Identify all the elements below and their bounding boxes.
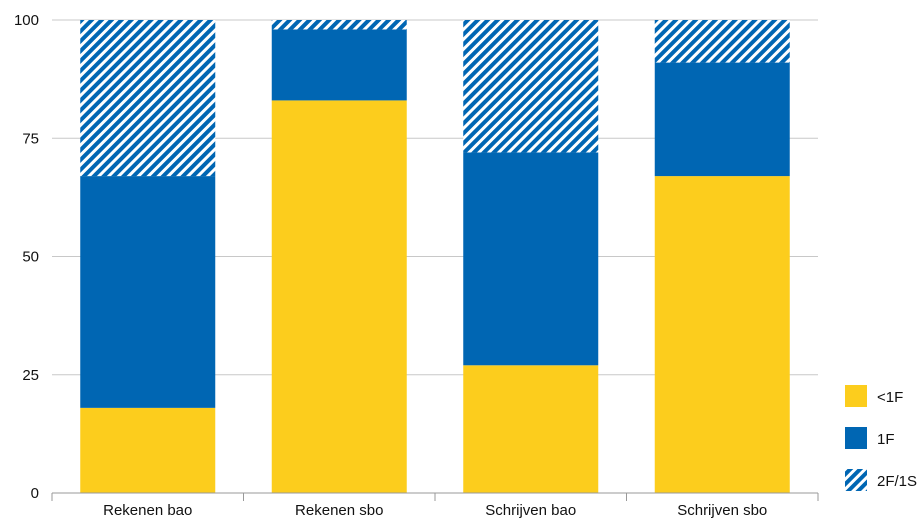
legend-swatch bbox=[845, 427, 867, 449]
axes: 0 25 50 75 100 Rekenen bao Rekenen sbo Schrijve… bbox=[14, 12, 819, 519]
legend-label: 2F/1S bbox=[877, 473, 917, 490]
legend-label: 1F bbox=[877, 431, 895, 448]
y-tick-label: 0 bbox=[31, 485, 39, 502]
bar-segment bbox=[80, 20, 216, 177]
legend-swatch bbox=[845, 469, 867, 491]
x-tick-label: Schrijven bao bbox=[485, 502, 576, 519]
legend-label: <1F bbox=[877, 389, 903, 406]
y-tick-label: 100 bbox=[14, 12, 39, 29]
x-tick-label: Rekenen sbo bbox=[295, 502, 383, 519]
legend: <1F 1F 2F/1S bbox=[845, 385, 917, 491]
x-tick-label: Schrijven sbo bbox=[677, 502, 767, 519]
y-tick-label: 50 bbox=[22, 249, 39, 266]
bar-segment bbox=[80, 176, 216, 408]
bar-segment bbox=[271, 29, 407, 101]
bar-segment bbox=[654, 62, 790, 177]
bar-segment bbox=[463, 20, 599, 153]
y-tick-label: 75 bbox=[22, 130, 39, 147]
x-tick-label: Rekenen bao bbox=[103, 502, 192, 519]
bar-segment bbox=[654, 176, 790, 493]
bar-segment bbox=[271, 100, 407, 493]
bar-segment bbox=[463, 365, 599, 493]
bar-segment bbox=[654, 20, 790, 63]
y-tick-label: 25 bbox=[22, 367, 39, 384]
bar-segment bbox=[271, 20, 407, 30]
bar-segment bbox=[80, 407, 216, 493]
legend-swatch bbox=[845, 385, 867, 407]
bar-segment bbox=[463, 152, 599, 366]
bars bbox=[80, 20, 790, 493]
